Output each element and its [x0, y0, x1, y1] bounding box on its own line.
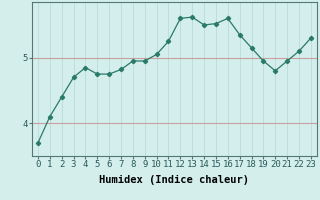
X-axis label: Humidex (Indice chaleur): Humidex (Indice chaleur) — [100, 175, 249, 185]
